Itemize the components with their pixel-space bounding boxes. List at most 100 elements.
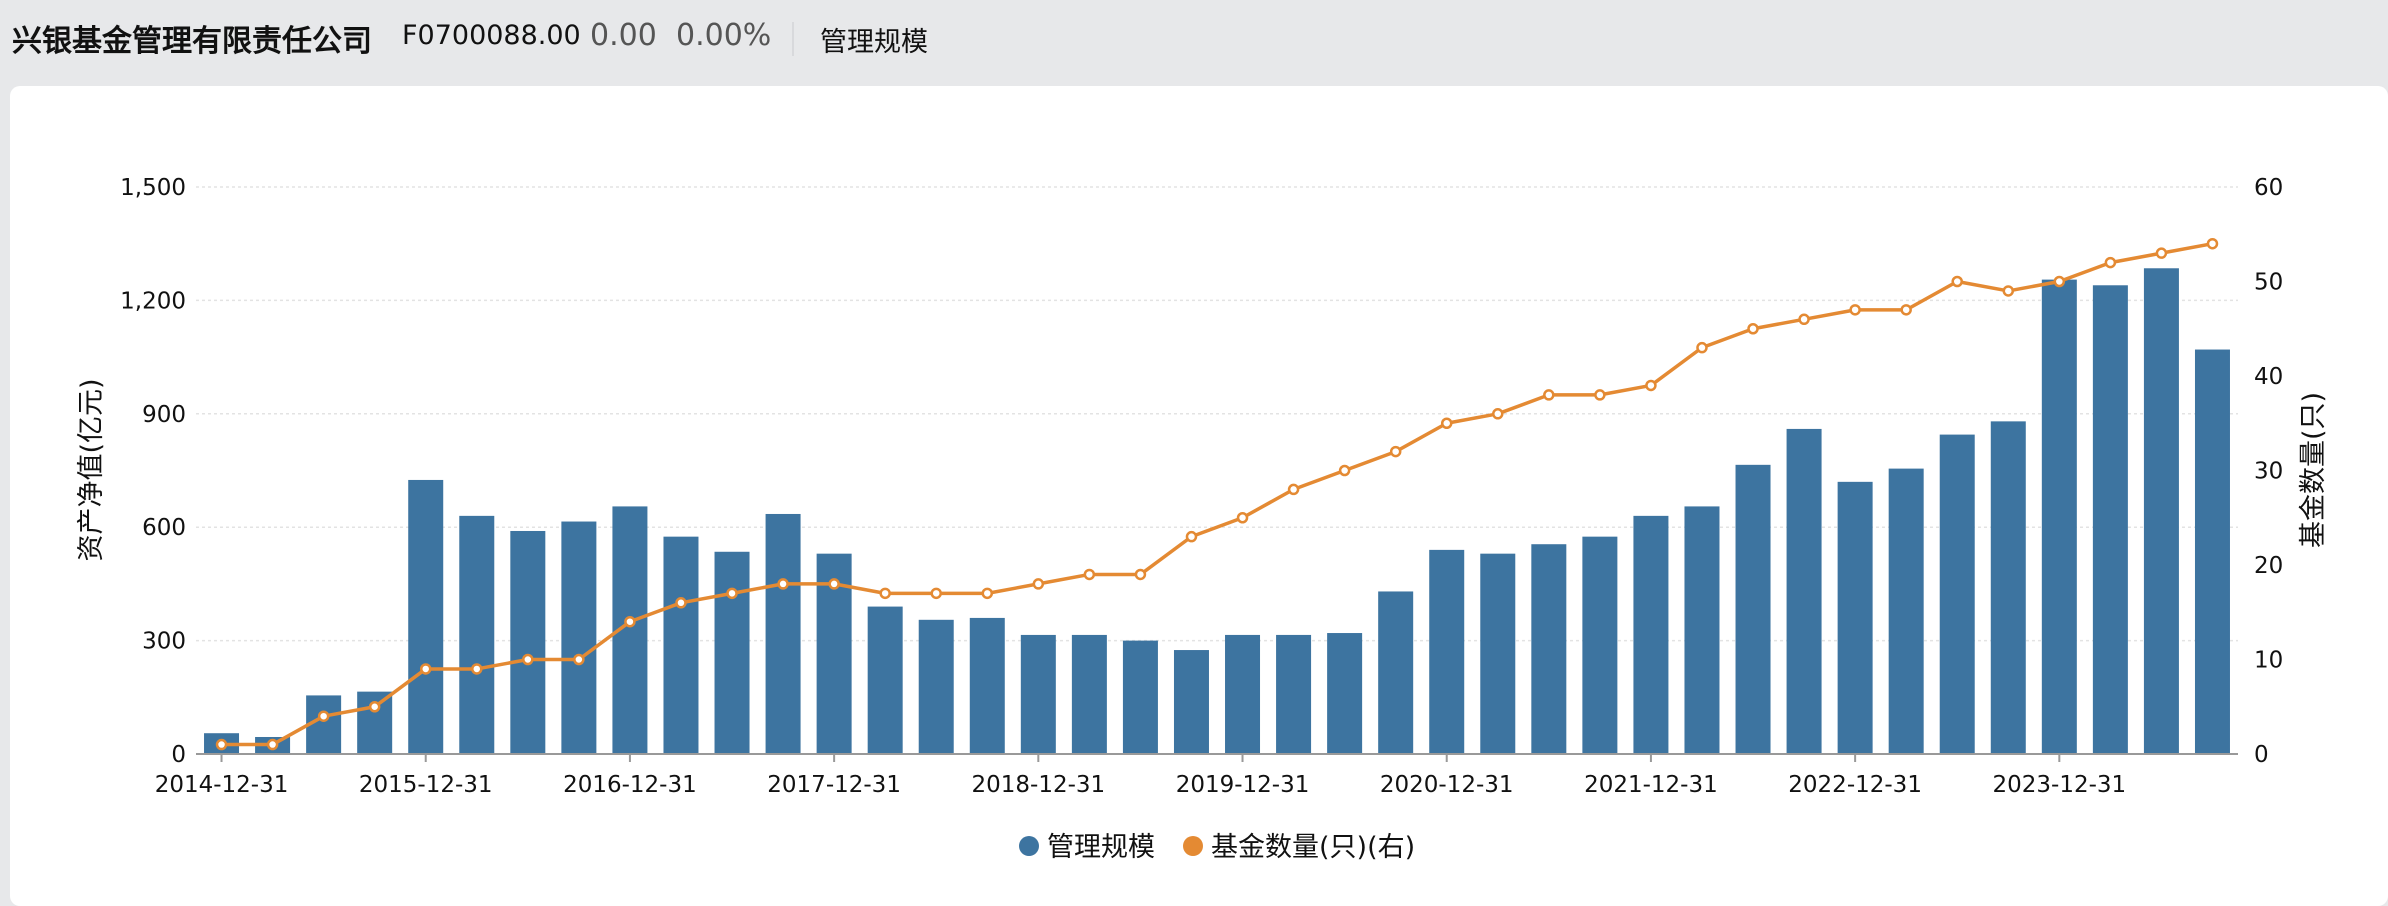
line-point bbox=[1083, 568, 1096, 581]
bar bbox=[306, 695, 342, 754]
line-point bbox=[368, 701, 381, 713]
y-right-tick-label: 30 bbox=[2254, 459, 2283, 485]
line-point bbox=[266, 738, 279, 751]
x-tick-label: 2023-12-31 bbox=[1992, 772, 2126, 798]
bar bbox=[1378, 591, 1414, 754]
bar bbox=[1888, 468, 1924, 754]
bar bbox=[561, 521, 597, 754]
y-left-tick-label: 1,500 bbox=[120, 175, 186, 201]
line-point bbox=[1951, 275, 1963, 288]
line-point bbox=[624, 615, 636, 628]
bar bbox=[918, 619, 954, 754]
bar bbox=[1837, 481, 1873, 754]
y-left-tick-label: 900 bbox=[142, 402, 186, 428]
line-series bbox=[215, 237, 2219, 751]
line-point bbox=[1389, 445, 1402, 458]
bar bbox=[1582, 536, 1618, 754]
y-right-tick-label: 10 bbox=[2254, 648, 2283, 674]
x-tick-label: 2015-12-31 bbox=[359, 772, 493, 798]
company-name: 兴银基金管理有限责任公司 bbox=[12, 24, 372, 59]
bar bbox=[969, 617, 1005, 754]
axes: 2014-12-31 2015-12-31 2016-12-31 2017-12-31… bbox=[76, 175, 2329, 798]
header-bar: 兴银基金管理有限责任公司 F0700088.00 0.00 0.00% 管理规模 bbox=[0, 0, 2388, 86]
bar bbox=[714, 551, 750, 754]
line-point bbox=[2002, 285, 2015, 297]
y-left-axis-title: 资产净值(亿元) bbox=[76, 378, 107, 561]
bar bbox=[1020, 634, 1056, 754]
bar bbox=[1225, 634, 1261, 754]
line-point bbox=[828, 578, 840, 590]
bar bbox=[867, 606, 903, 754]
x-tick-label: 2018-12-31 bbox=[971, 772, 1105, 798]
y-right-tick-label: 40 bbox=[2254, 364, 2283, 390]
bar bbox=[1633, 515, 1669, 754]
line-point bbox=[2053, 275, 2066, 288]
line-point bbox=[1134, 568, 1147, 581]
y-right-tick-label: 60 bbox=[2254, 175, 2283, 201]
line-point bbox=[2155, 247, 2168, 259]
legend: 管理规模 基金数量(只)(右) bbox=[1019, 832, 1415, 863]
line-point bbox=[2104, 256, 2117, 269]
line-point bbox=[675, 597, 687, 609]
line-point bbox=[215, 738, 228, 751]
line-point bbox=[1492, 408, 1504, 420]
tab-management-scale[interactable]: 管理规模 bbox=[820, 27, 928, 58]
line-point bbox=[1645, 379, 1657, 392]
line-point bbox=[1747, 323, 1759, 335]
line-point bbox=[419, 663, 432, 675]
x-tick-label: 2020-12-31 bbox=[1380, 772, 1514, 798]
bar bbox=[1735, 464, 1771, 754]
line-point bbox=[981, 587, 994, 600]
bar bbox=[2143, 268, 2179, 754]
y-left-tick-label: 0 bbox=[171, 742, 186, 768]
line-point bbox=[1543, 389, 1555, 401]
legend-marker-line bbox=[1183, 836, 1203, 856]
series-line bbox=[221, 241, 2213, 747]
x-tick-label: 2021-12-31 bbox=[1584, 772, 1718, 798]
line-point bbox=[1338, 464, 1351, 477]
bar bbox=[1990, 421, 2026, 754]
bar bbox=[1327, 633, 1363, 754]
bar bbox=[1939, 434, 1975, 754]
line-point bbox=[471, 663, 483, 675]
bar bbox=[510, 530, 546, 754]
line-point bbox=[573, 653, 585, 666]
bar bbox=[357, 691, 393, 754]
y-left-tick-label: 1,200 bbox=[120, 288, 186, 314]
bar bbox=[1429, 549, 1465, 754]
line-point bbox=[1849, 304, 1861, 316]
line-point bbox=[1594, 389, 1606, 401]
bar bbox=[1173, 650, 1209, 754]
x-tick-label: 2014-12-31 bbox=[155, 772, 289, 798]
x-tick-label: 2017-12-31 bbox=[767, 772, 901, 798]
line-point bbox=[777, 578, 789, 590]
y-right-tick-label: 50 bbox=[2254, 270, 2283, 296]
x-tick-label: 2019-12-31 bbox=[1176, 772, 1310, 798]
bar bbox=[663, 536, 699, 754]
bar bbox=[1531, 544, 1567, 754]
line-point bbox=[879, 587, 891, 600]
bar bbox=[2194, 349, 2230, 754]
bar bbox=[1276, 634, 1312, 754]
y-left-tick-label: 600 bbox=[142, 515, 186, 541]
bar bbox=[2092, 285, 2128, 754]
bar bbox=[408, 479, 444, 754]
bar bbox=[765, 513, 801, 754]
price-change-pct: 0.00% bbox=[676, 18, 772, 53]
line-point bbox=[1236, 512, 1249, 524]
bar bbox=[1786, 428, 1822, 754]
price-change: 0.00 bbox=[590, 18, 657, 53]
legend-label-line: 基金数量(只)(右) bbox=[1211, 832, 1415, 863]
fund-code: F0700088.00 bbox=[402, 20, 581, 51]
line-point bbox=[2206, 237, 2219, 250]
bar-series bbox=[204, 268, 2230, 754]
bar bbox=[2041, 279, 2077, 754]
line-point bbox=[1185, 530, 1198, 543]
y-right-tick-label: 0 bbox=[2254, 742, 2269, 768]
line-point bbox=[1900, 304, 1912, 316]
bar bbox=[459, 515, 495, 754]
header-divider bbox=[792, 22, 794, 56]
line-point bbox=[1287, 483, 1300, 496]
y-right-tick-label: 20 bbox=[2254, 553, 2283, 579]
